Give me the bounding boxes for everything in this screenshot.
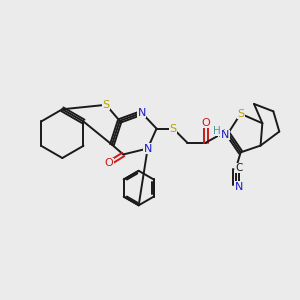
Text: O: O	[105, 158, 113, 168]
Text: N: N	[137, 108, 146, 118]
Text: S: S	[169, 124, 177, 134]
Text: H: H	[213, 126, 220, 136]
Text: O: O	[202, 118, 210, 128]
Text: C: C	[236, 163, 243, 173]
Text: S: S	[237, 109, 244, 119]
Text: N: N	[221, 130, 230, 140]
Text: S: S	[102, 100, 110, 110]
Text: N: N	[143, 143, 152, 154]
Text: H: H	[218, 129, 226, 139]
Text: N: N	[235, 182, 243, 192]
